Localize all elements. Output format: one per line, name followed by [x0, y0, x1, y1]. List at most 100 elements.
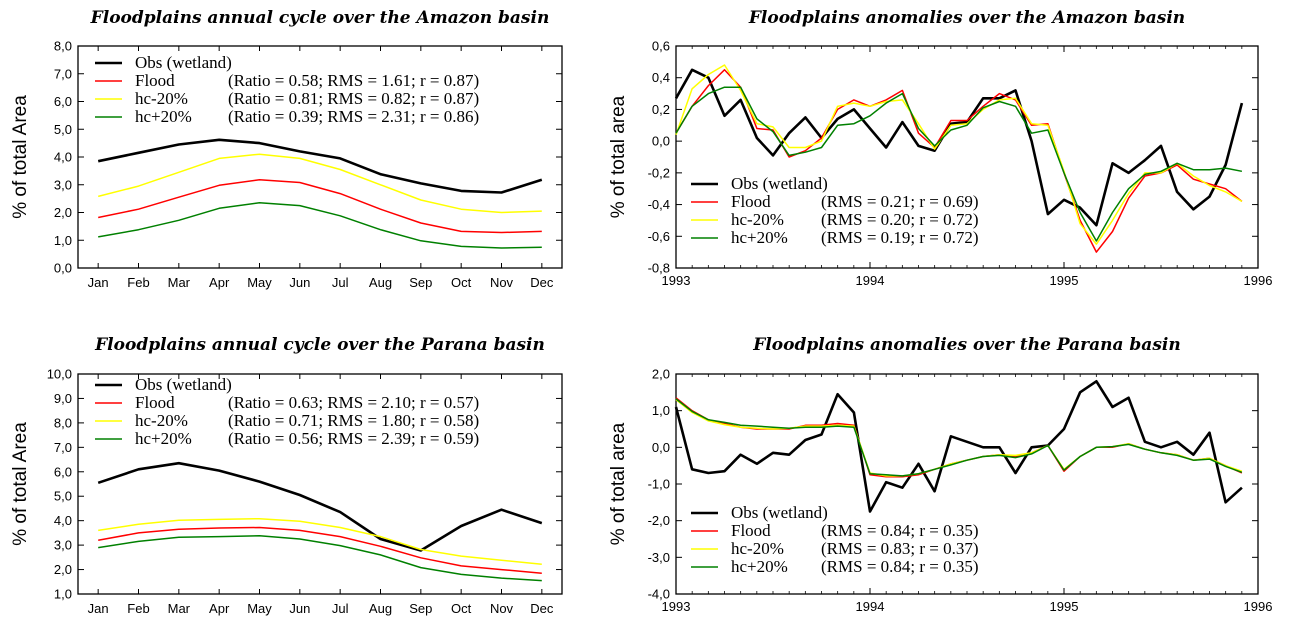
- y-tick-label: 0,0: [54, 261, 72, 276]
- series-line-hc-20: [675, 398, 1243, 477]
- panel-title: Floodplains annual cycle over the Amazon…: [90, 8, 550, 28]
- legend-stats: (Ratio = 0.39; RMS = 2.31; r = 0.86): [228, 107, 479, 126]
- y-tick-label: 9,0: [54, 391, 72, 406]
- y-axis-label: % of total area: [608, 95, 629, 218]
- legend-label: hc-20%: [135, 89, 188, 108]
- panel-3: Floodplains annual cycle over the Parana…: [10, 335, 563, 616]
- legend-label: hc-20%: [731, 210, 784, 229]
- panel-4: Floodplains anomalies over the Parana ba…: [608, 335, 1272, 614]
- y-tick-label: 1,0: [54, 233, 72, 248]
- y-tick-label: -0,6: [648, 229, 670, 244]
- panel-2: Floodplains anomalies over the Amazon ba…: [608, 8, 1272, 288]
- series-line-flood: [675, 397, 1243, 478]
- x-tick-label: Oct: [451, 275, 472, 290]
- y-tick-label: 8,0: [54, 39, 72, 54]
- legend-stats: (RMS = 0.19; r = 0.72): [821, 228, 979, 247]
- y-tick-label: -0,2: [648, 165, 670, 180]
- y-tick-label: 2,0: [652, 367, 670, 382]
- y-tick-label: 5,0: [54, 122, 72, 137]
- y-tick-label: 0,2: [652, 102, 670, 117]
- x-tick-label: Aug: [369, 601, 392, 616]
- x-tick-label: Aug: [369, 275, 392, 290]
- x-tick-label: Sep: [409, 601, 432, 616]
- y-tick-label: -1,0: [648, 477, 670, 492]
- x-tick-label: Dec: [530, 601, 554, 616]
- y-tick-label: 4,0: [54, 513, 72, 528]
- y-tick-label: 2,0: [54, 205, 72, 220]
- y-axis-label: % of total Area: [10, 95, 31, 219]
- x-tick-label: Jun: [289, 275, 310, 290]
- plot-frame: [77, 373, 563, 595]
- y-tick-label: 1,0: [652, 403, 670, 418]
- y-tick-label: 2,0: [54, 562, 72, 577]
- legend-label: hc+20%: [731, 557, 788, 576]
- y-tick-label: 0,0: [652, 440, 670, 455]
- y-tick-label: 4,0: [54, 150, 72, 165]
- series-line-hc-20: [675, 64, 1243, 245]
- x-tick-label: May: [247, 275, 272, 290]
- legend-label: hc+20%: [135, 107, 192, 126]
- x-tick-label: Nov: [490, 601, 514, 616]
- x-tick-label: Apr: [209, 275, 230, 290]
- legend-label: Obs (wetland): [135, 53, 232, 72]
- legend-stats: (Ratio = 0.58; RMS = 1.61; r = 0.87): [228, 71, 479, 90]
- x-tick-label: Jan: [88, 275, 109, 290]
- x-tick-label: 1996: [1244, 273, 1273, 288]
- x-tick-label: Jun: [289, 601, 310, 616]
- x-tick-label: 1996: [1244, 599, 1273, 614]
- x-tick-label: Mar: [168, 601, 191, 616]
- legend-label: Flood: [135, 71, 175, 90]
- legend-label: hc+20%: [731, 228, 788, 247]
- y-tick-label: -4,0: [648, 587, 670, 602]
- legend-label: Flood: [135, 393, 175, 412]
- y-axis-label: % of total area: [608, 422, 629, 545]
- y-tick-label: -0,4: [648, 197, 670, 212]
- y-tick-label: 7,0: [54, 440, 72, 455]
- legend-stats: (RMS = 0.84; r = 0.35): [821, 521, 979, 540]
- x-tick-label: May: [247, 601, 272, 616]
- y-tick-label: 3,0: [54, 177, 72, 192]
- legend-label: hc+20%: [135, 429, 192, 448]
- series-line-obs-wetland: [97, 138, 543, 194]
- series-line-flood: [98, 179, 542, 234]
- y-tick-label: 0,6: [652, 39, 670, 54]
- series-line-obs-wetland: [674, 379, 1243, 513]
- y-tick-label: 1,0: [54, 587, 72, 602]
- y-tick-label: 10,0: [47, 367, 72, 382]
- x-tick-label: Apr: [209, 601, 230, 616]
- legend-stats: (RMS = 0.20; r = 0.72): [821, 210, 979, 229]
- series-line-obs-wetland: [674, 68, 1244, 227]
- y-tick-label: 6,0: [54, 464, 72, 479]
- series-line-hc-20: [98, 153, 542, 214]
- y-tick-label: 7,0: [54, 66, 72, 81]
- series-line-hc-20: [98, 202, 542, 249]
- panel-1: Floodplains annual cycle over the Amazon…: [10, 8, 563, 290]
- x-tick-label: Dec: [530, 275, 554, 290]
- legend-label: Flood: [731, 192, 771, 211]
- x-tick-label: 1994: [856, 273, 885, 288]
- x-tick-label: Oct: [451, 601, 472, 616]
- x-tick-label: Nov: [490, 275, 514, 290]
- legend-stats: (Ratio = 0.63; RMS = 2.10; r = 0.57): [228, 393, 479, 412]
- y-tick-label: 6,0: [54, 94, 72, 109]
- y-tick-label: -2,0: [648, 513, 670, 528]
- y-tick-label: -0,8: [648, 261, 670, 276]
- y-tick-label: -3,0: [648, 550, 670, 565]
- x-tick-label: 1995: [1050, 273, 1079, 288]
- x-tick-label: Feb: [127, 275, 149, 290]
- series-line-hc-20: [98, 535, 542, 582]
- legend-label: hc-20%: [731, 539, 784, 558]
- series-line-hc-20: [675, 86, 1243, 242]
- x-tick-label: 1993: [662, 599, 691, 614]
- panel-title: Floodplains annual cycle over the Parana…: [94, 335, 545, 355]
- y-axis-label: % of total Area: [10, 422, 31, 546]
- legend-stats: (Ratio = 0.56; RMS = 2.39; r = 0.59): [228, 429, 479, 448]
- x-tick-label: Sep: [409, 275, 432, 290]
- x-tick-label: Jul: [332, 275, 349, 290]
- legend-stats: (Ratio = 0.71; RMS = 1.80; r = 0.58): [228, 411, 479, 430]
- legend-stats: (Ratio = 0.81; RMS = 0.82; r = 0.87): [228, 89, 479, 108]
- x-tick-label: 1993: [662, 273, 691, 288]
- legend-label: Obs (wetland): [731, 503, 828, 522]
- legend-label: Obs (wetland): [731, 174, 828, 193]
